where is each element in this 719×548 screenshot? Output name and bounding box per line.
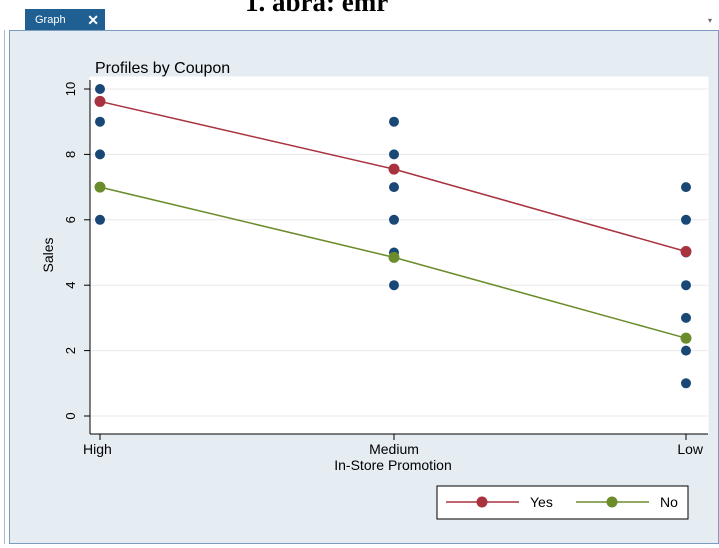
- observation-point: [389, 182, 399, 193]
- series-point: [94, 95, 106, 107]
- observation-point: [681, 378, 691, 389]
- tab-label: Graph: [35, 14, 66, 26]
- top-strip: [0, 0, 719, 30]
- x-tick-label: Low: [677, 441, 704, 457]
- observation-point: [95, 84, 105, 94]
- observation-point: [389, 280, 399, 291]
- observation-point: [95, 214, 105, 225]
- series-point: [680, 332, 692, 344]
- y-tick-label: 8: [63, 151, 78, 158]
- graph-window: Profiles by Coupon 0 2 4 6 8 10 High Medium Low…: [9, 30, 719, 544]
- legend-marker: [606, 496, 618, 508]
- tab-overflow-icon[interactable]: ▾: [708, 16, 713, 25]
- observation-point: [389, 214, 399, 225]
- series-point: [680, 246, 692, 258]
- observation-point: [389, 149, 399, 160]
- observation-point: [95, 116, 105, 127]
- y-tick-label: 10: [63, 82, 78, 96]
- observation-point: [681, 214, 691, 225]
- series-point: [388, 163, 400, 175]
- legend-label: Yes: [530, 494, 553, 510]
- y-tick-label: 2: [63, 347, 78, 354]
- tab-graph[interactable]: Graph ✕: [25, 9, 105, 31]
- x-tick-label: Medium: [369, 441, 419, 457]
- series-point: [388, 251, 400, 263]
- legend-label: No: [660, 494, 678, 510]
- observation-point: [681, 312, 691, 323]
- chart: Profiles by Coupon 0 2 4 6 8 10 High Medium Low…: [40, 60, 709, 520]
- series-point: [94, 181, 106, 193]
- legend-marker: [476, 496, 488, 508]
- chart-title: Profiles by Coupon: [95, 60, 230, 77]
- observation-point: [389, 116, 399, 127]
- legend: Yes No: [436, 485, 689, 520]
- observation-point: [681, 182, 691, 193]
- observation-point: [681, 345, 691, 356]
- observation-point: [681, 280, 691, 291]
- y-tick-label: 0: [63, 412, 78, 419]
- x-axis-label: In-Store Promotion: [334, 457, 452, 473]
- close-icon[interactable]: ✕: [87, 12, 99, 28]
- y-tick-label: 6: [63, 216, 78, 223]
- x-tick-label: High: [83, 441, 112, 457]
- y-tick-label: 4: [63, 282, 78, 289]
- observation-point: [95, 149, 105, 160]
- background-document-title: 1. abra: emr: [245, 0, 389, 17]
- left-divider: [4, 30, 5, 544]
- y-axis-label: Sales: [40, 237, 56, 272]
